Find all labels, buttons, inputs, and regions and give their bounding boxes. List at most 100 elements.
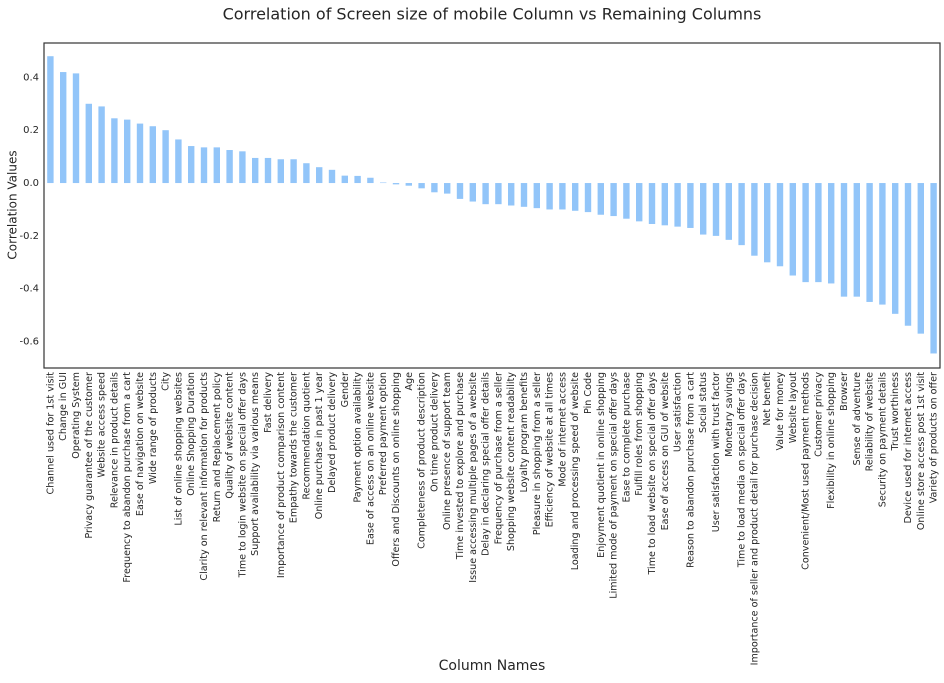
bar [444,183,451,194]
bar [789,183,796,276]
x-tick-label: Fast delivery [263,372,274,433]
x-tick-label: City [161,372,172,391]
bar [456,183,464,199]
bar [661,183,668,226]
bar [584,183,592,213]
x-axis-label: Column Names [439,658,546,674]
bar [239,151,246,184]
y-tick-label: 0.4 [23,72,39,83]
bar [648,183,656,224]
y-tick-label: -0.6 [19,337,39,348]
x-tick-label: Sense of adventure [852,372,863,466]
y-tick-label: 0.0 [23,178,39,189]
bar [354,175,361,184]
bar [328,169,336,184]
x-tick-label: Completeness of product description [417,372,428,549]
bar [469,183,476,202]
bar [687,183,694,228]
bar [85,103,92,184]
x-tick-label: Change in GUI [58,372,69,441]
bar [520,183,528,207]
x-tick-label: Privacy guarantee of the customer [84,372,95,539]
bar [213,147,220,184]
bar [572,183,579,211]
bar [828,183,835,284]
bar [367,177,374,184]
x-tick-label: Reason to abandon purchase from a cart [685,372,696,568]
x-tick-label: Frequency to abandon purchase from a car… [122,372,133,583]
bar [751,183,758,256]
x-tick-label: User satisfaction with trust factor [711,372,722,532]
x-tick-label: Loading and processing speed of website [570,372,581,570]
x-tick-label: Online Shopping Duration [186,372,197,496]
x-tick-label: Pin Code [583,372,594,414]
bar [316,167,323,184]
bar [200,147,208,184]
bar [98,106,105,184]
x-tick-label: Return and Replacement policy [212,372,223,523]
x-tick-label: Fulfill roles from shopping [634,372,645,496]
bar [712,183,720,236]
bar [610,183,617,217]
x-tick-label: Gender [340,372,351,407]
bar [149,126,156,184]
x-tick-label: Frequency of purchase from a seller [493,372,504,544]
x-tick-label: Ease to complete purchase [621,372,632,503]
x-tick-label: Efficiency of website at all times [545,372,556,527]
x-tick-label: Limited mode of payment on special offer… [609,372,620,599]
x-tick-label: Online presence of support team [442,372,453,530]
x-tick-label: Reliability of website [865,372,876,471]
x-tick-label: Ease of access on an online website [365,372,376,545]
x-tick-label: Variety of products on offer [929,372,940,503]
bar [226,150,233,184]
bar [482,183,489,205]
bar [815,183,822,283]
x-tick-label: Loyalty program benefits [519,372,530,493]
x-tick-label: Enjoyment quotient in online shopping [596,372,607,558]
x-tick-label: Wide range of products [148,372,159,484]
x-tick-label: Payment option availability [353,372,364,503]
bar [60,72,67,184]
x-tick-label: Importance of seller and product detail … [749,372,760,665]
bar [866,183,873,302]
bar [700,183,707,235]
x-tick-label: Issue accessing multiple pages of a webs… [468,372,479,583]
bar [904,183,912,326]
x-tick-label: Browser [839,372,850,411]
y-tick-label: 0.2 [23,125,39,136]
x-tick-label: Preferred payment option [378,372,389,495]
bar [892,183,899,314]
bar [264,157,272,184]
bar [495,183,502,205]
x-tick-label: Website layout [788,372,799,443]
bar [392,183,400,185]
bar [162,130,169,184]
x-tick-label: Operating System [71,372,82,459]
bar [188,146,195,184]
x-tick-label: Net benefit [762,372,773,426]
x-tick-label: Time to load website on special offer da… [647,372,658,576]
x-tick-label: Delayed product delivery [327,372,338,493]
x-tick-label: Importance of product comparison content [276,372,287,578]
bar [405,183,412,186]
x-tick-label: Mode of internet access [557,372,568,487]
bar [290,159,297,184]
bar [597,183,604,215]
bar [252,157,259,184]
x-tick-label: Device used for internet access [903,372,914,524]
plot-frame [43,42,941,369]
x-tick-label: Ease of navigation on website [135,372,146,516]
bar [725,183,732,240]
x-tick-label: Time to load media on special offer days [737,372,748,568]
bar [546,183,553,210]
x-tick-label: User satisfaction [673,372,684,452]
x-tick-label: Channel used for 1st visit [45,372,56,495]
bar [776,183,784,267]
bar [674,183,681,227]
bar [636,183,643,222]
bar [738,183,745,246]
x-tick-label: Quality of website content [225,372,236,499]
bar [136,123,144,184]
x-tick-label: List of online shopping websites [173,372,184,526]
